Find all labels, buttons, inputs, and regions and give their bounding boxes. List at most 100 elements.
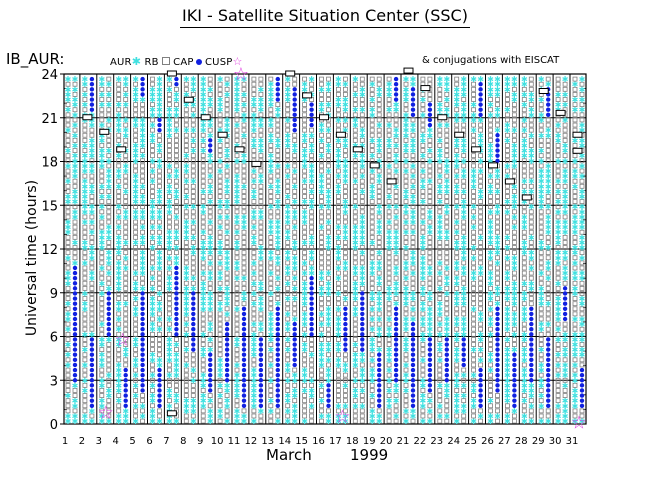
rb-point	[82, 337, 88, 342]
cap-point	[241, 352, 247, 357]
aur-point: ✱	[173, 254, 180, 263]
aur-point: ✱	[369, 289, 376, 298]
aur-point: ✱	[183, 264, 190, 273]
aur-point: ✱	[72, 111, 79, 120]
aur-point: ✱	[224, 80, 231, 89]
rb-point	[335, 393, 341, 398]
cap-point	[495, 383, 500, 388]
rb-point	[140, 418, 146, 424]
aur-point: ✱	[386, 162, 393, 171]
aur-point: ✱	[105, 182, 112, 191]
aur-point: ✱	[487, 330, 494, 339]
aur-point: ✱	[376, 315, 383, 324]
aur-point: ✱	[386, 386, 393, 395]
aur-point: ✱	[115, 203, 122, 212]
rb-point	[166, 311, 172, 317]
aur-point: ✱	[555, 198, 562, 207]
rb-point	[285, 183, 291, 189]
cap-point	[140, 388, 145, 393]
cap-point	[89, 352, 95, 357]
aur-point: ✱	[291, 274, 298, 283]
aur-point: ✱	[173, 244, 180, 253]
aur-point: ✱	[284, 417, 291, 426]
rb-point	[123, 153, 129, 159]
aur-point: ✱	[403, 85, 410, 94]
cap-point	[377, 362, 382, 368]
aur-point: ✱	[579, 346, 586, 355]
rb-point	[82, 122, 88, 128]
x-tick-label: 10	[211, 436, 224, 447]
rb-point	[495, 270, 500, 276]
cap-point	[343, 306, 348, 311]
rb-point	[488, 342, 493, 347]
rb-point	[72, 388, 78, 393]
aur-point: ✱	[504, 233, 511, 242]
aur-point: ✱	[579, 121, 586, 130]
cap-point	[461, 342, 466, 347]
cap-point	[140, 87, 145, 92]
aur-point: ✱	[470, 203, 477, 212]
aur-point: ✱	[318, 381, 325, 390]
aur-point: ✱	[443, 289, 450, 298]
aur-point: ✱	[453, 228, 460, 237]
aur-point: ✱	[156, 106, 163, 115]
rb-point	[545, 408, 551, 414]
rb-point	[342, 188, 348, 194]
aur-point: ✱	[190, 417, 197, 426]
cap-point	[191, 332, 196, 337]
rb-point	[82, 311, 88, 317]
cap-point	[309, 112, 314, 118]
x-tick-label: 15	[295, 436, 308, 447]
aur-point: ✱	[98, 376, 105, 385]
rb-point	[89, 296, 95, 301]
aur-point: ✱	[521, 213, 528, 222]
aur-point: ✱	[65, 300, 72, 309]
cap-point	[275, 372, 280, 378]
aur-point: ✱	[224, 381, 231, 390]
aur-point: ✱	[369, 366, 376, 375]
rb-point	[528, 81, 534, 87]
rb-point	[106, 112, 112, 118]
rb-point	[106, 265, 112, 271]
aur-point: ✱	[156, 417, 163, 426]
rb-point	[292, 132, 298, 138]
rb-point	[106, 97, 112, 102]
aur-point: ✱	[470, 213, 477, 222]
aur-point: ✱	[460, 402, 467, 411]
aur-point: ✱	[308, 131, 315, 140]
cap-point	[478, 383, 483, 388]
rb-point	[183, 250, 189, 256]
aur-point: ✱	[200, 147, 207, 156]
aur-point: ✱	[224, 116, 231, 125]
rb-point	[89, 127, 95, 133]
aur-point: ✱	[521, 346, 528, 355]
rb-point	[89, 306, 95, 312]
cap-point	[275, 388, 280, 393]
aur-point: ✱	[82, 162, 89, 171]
aur-point: ✱	[410, 249, 417, 258]
rb-point	[444, 255, 450, 261]
cap-point	[275, 398, 280, 403]
rb-point	[471, 326, 477, 332]
aur-point: ✱	[258, 208, 265, 217]
aur-point: ✱	[115, 264, 122, 273]
aur-point: ✱	[98, 402, 105, 411]
aur-point: ✱	[318, 320, 325, 329]
aur-point: ✱	[132, 177, 139, 186]
rb-point	[173, 163, 179, 169]
rb-point	[150, 76, 155, 82]
aur-point: ✱	[562, 397, 569, 406]
aur-point: ✱	[393, 300, 400, 309]
aur-point: ✱	[241, 152, 248, 161]
cap-point	[495, 321, 500, 327]
rb-point	[521, 270, 527, 276]
aur-point: ✱	[132, 187, 139, 196]
cap-point	[241, 367, 247, 373]
rb-point	[183, 148, 189, 153]
rb-point	[190, 280, 196, 286]
aur-point: ✱	[241, 213, 248, 222]
aur-point: ✱	[166, 162, 173, 171]
aur-point: ✱	[98, 417, 105, 426]
aur-point: ✱	[284, 295, 291, 304]
cap-point	[377, 372, 382, 378]
